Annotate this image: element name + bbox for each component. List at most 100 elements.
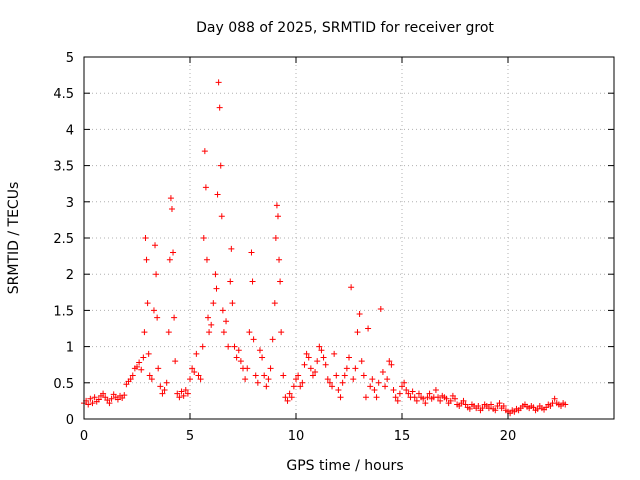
data-point bbox=[301, 361, 308, 368]
data-point bbox=[350, 376, 357, 383]
data-point bbox=[307, 365, 314, 372]
y-tick-label: 3 bbox=[66, 196, 74, 211]
data-point bbox=[150, 307, 157, 314]
data-point bbox=[89, 400, 96, 407]
data-point bbox=[274, 213, 281, 220]
data-point bbox=[191, 368, 198, 375]
data-point bbox=[339, 379, 346, 386]
data-point bbox=[369, 376, 376, 383]
x-axis-title: GPS time / hours bbox=[286, 458, 403, 474]
data-point bbox=[180, 392, 187, 399]
data-point bbox=[422, 400, 429, 407]
data-point bbox=[200, 235, 207, 241]
data-point bbox=[172, 358, 179, 365]
data-point bbox=[227, 278, 234, 285]
data-point bbox=[95, 396, 102, 403]
data-point bbox=[154, 314, 161, 321]
data-point bbox=[168, 206, 175, 213]
data-point bbox=[386, 358, 393, 365]
data-point bbox=[141, 329, 148, 336]
plot-frame bbox=[83, 56, 615, 420]
data-point bbox=[460, 397, 467, 404]
data-point bbox=[297, 383, 304, 390]
data-point bbox=[276, 256, 283, 263]
data-point bbox=[152, 242, 159, 249]
data-point bbox=[278, 329, 285, 336]
data-point bbox=[199, 343, 206, 350]
data-point bbox=[153, 271, 160, 278]
data-point bbox=[229, 300, 236, 307]
x-tick-label: 5 bbox=[186, 429, 194, 444]
data-point bbox=[399, 383, 405, 390]
data-point bbox=[384, 376, 391, 383]
data-point bbox=[242, 376, 249, 383]
data-point bbox=[409, 388, 416, 395]
data-point bbox=[312, 368, 319, 375]
data-point bbox=[335, 387, 342, 394]
data-point bbox=[176, 394, 183, 401]
data-point bbox=[184, 390, 191, 397]
data-point bbox=[358, 358, 365, 365]
y-tick-label: 2.5 bbox=[53, 232, 74, 247]
data-point bbox=[246, 329, 253, 336]
data-point bbox=[443, 395, 450, 402]
data-point bbox=[352, 365, 359, 372]
data-point bbox=[146, 372, 153, 379]
data-point bbox=[269, 336, 276, 343]
data-point bbox=[195, 372, 202, 379]
data-point bbox=[187, 376, 193, 383]
data-point bbox=[373, 394, 380, 401]
data-point bbox=[284, 397, 291, 404]
data-point bbox=[377, 305, 384, 312]
y-tick-label: 5 bbox=[66, 51, 74, 66]
x-tick-label: 15 bbox=[394, 429, 411, 444]
data-point bbox=[329, 383, 336, 390]
data-point bbox=[142, 235, 149, 241]
data-point bbox=[106, 400, 113, 407]
data-point bbox=[360, 372, 367, 379]
data-point bbox=[215, 79, 222, 86]
data-point bbox=[189, 365, 196, 372]
data-point bbox=[382, 383, 389, 390]
data-point bbox=[148, 376, 155, 383]
data-point bbox=[466, 405, 473, 412]
data-point bbox=[496, 400, 503, 407]
y-tick-label: 1 bbox=[66, 341, 74, 356]
data-point bbox=[479, 405, 486, 412]
data-point bbox=[288, 394, 295, 401]
data-point bbox=[259, 354, 266, 361]
data-point bbox=[202, 184, 209, 191]
grid bbox=[84, 57, 614, 419]
data-point bbox=[333, 372, 340, 379]
data-point bbox=[201, 148, 208, 155]
y-tick-label: 3.5 bbox=[53, 160, 74, 175]
data-point bbox=[100, 390, 107, 397]
data-point bbox=[318, 347, 325, 354]
data-point bbox=[170, 249, 177, 256]
data-point bbox=[309, 372, 316, 379]
data-point bbox=[379, 368, 386, 375]
data-point bbox=[108, 395, 115, 402]
y-tick-label: 4.5 bbox=[53, 87, 74, 102]
data-point bbox=[341, 372, 348, 379]
data-point bbox=[271, 300, 278, 307]
data-point bbox=[492, 407, 499, 414]
data-point bbox=[324, 376, 331, 383]
data-point bbox=[210, 300, 217, 307]
data-point bbox=[155, 365, 162, 372]
data-point bbox=[225, 343, 232, 350]
data-point bbox=[203, 256, 210, 263]
data-point bbox=[223, 318, 230, 325]
y-tick-label: 2 bbox=[66, 268, 74, 283]
data-point bbox=[420, 395, 427, 402]
data-points bbox=[81, 79, 569, 417]
data-point bbox=[293, 376, 299, 383]
y-tick-label: 4 bbox=[66, 123, 74, 138]
data-point bbox=[250, 336, 257, 343]
data-point bbox=[220, 329, 227, 336]
data-point bbox=[171, 314, 178, 321]
data-point bbox=[403, 387, 410, 394]
data-point bbox=[424, 394, 431, 401]
data-point bbox=[267, 365, 274, 372]
data-point bbox=[282, 394, 289, 401]
